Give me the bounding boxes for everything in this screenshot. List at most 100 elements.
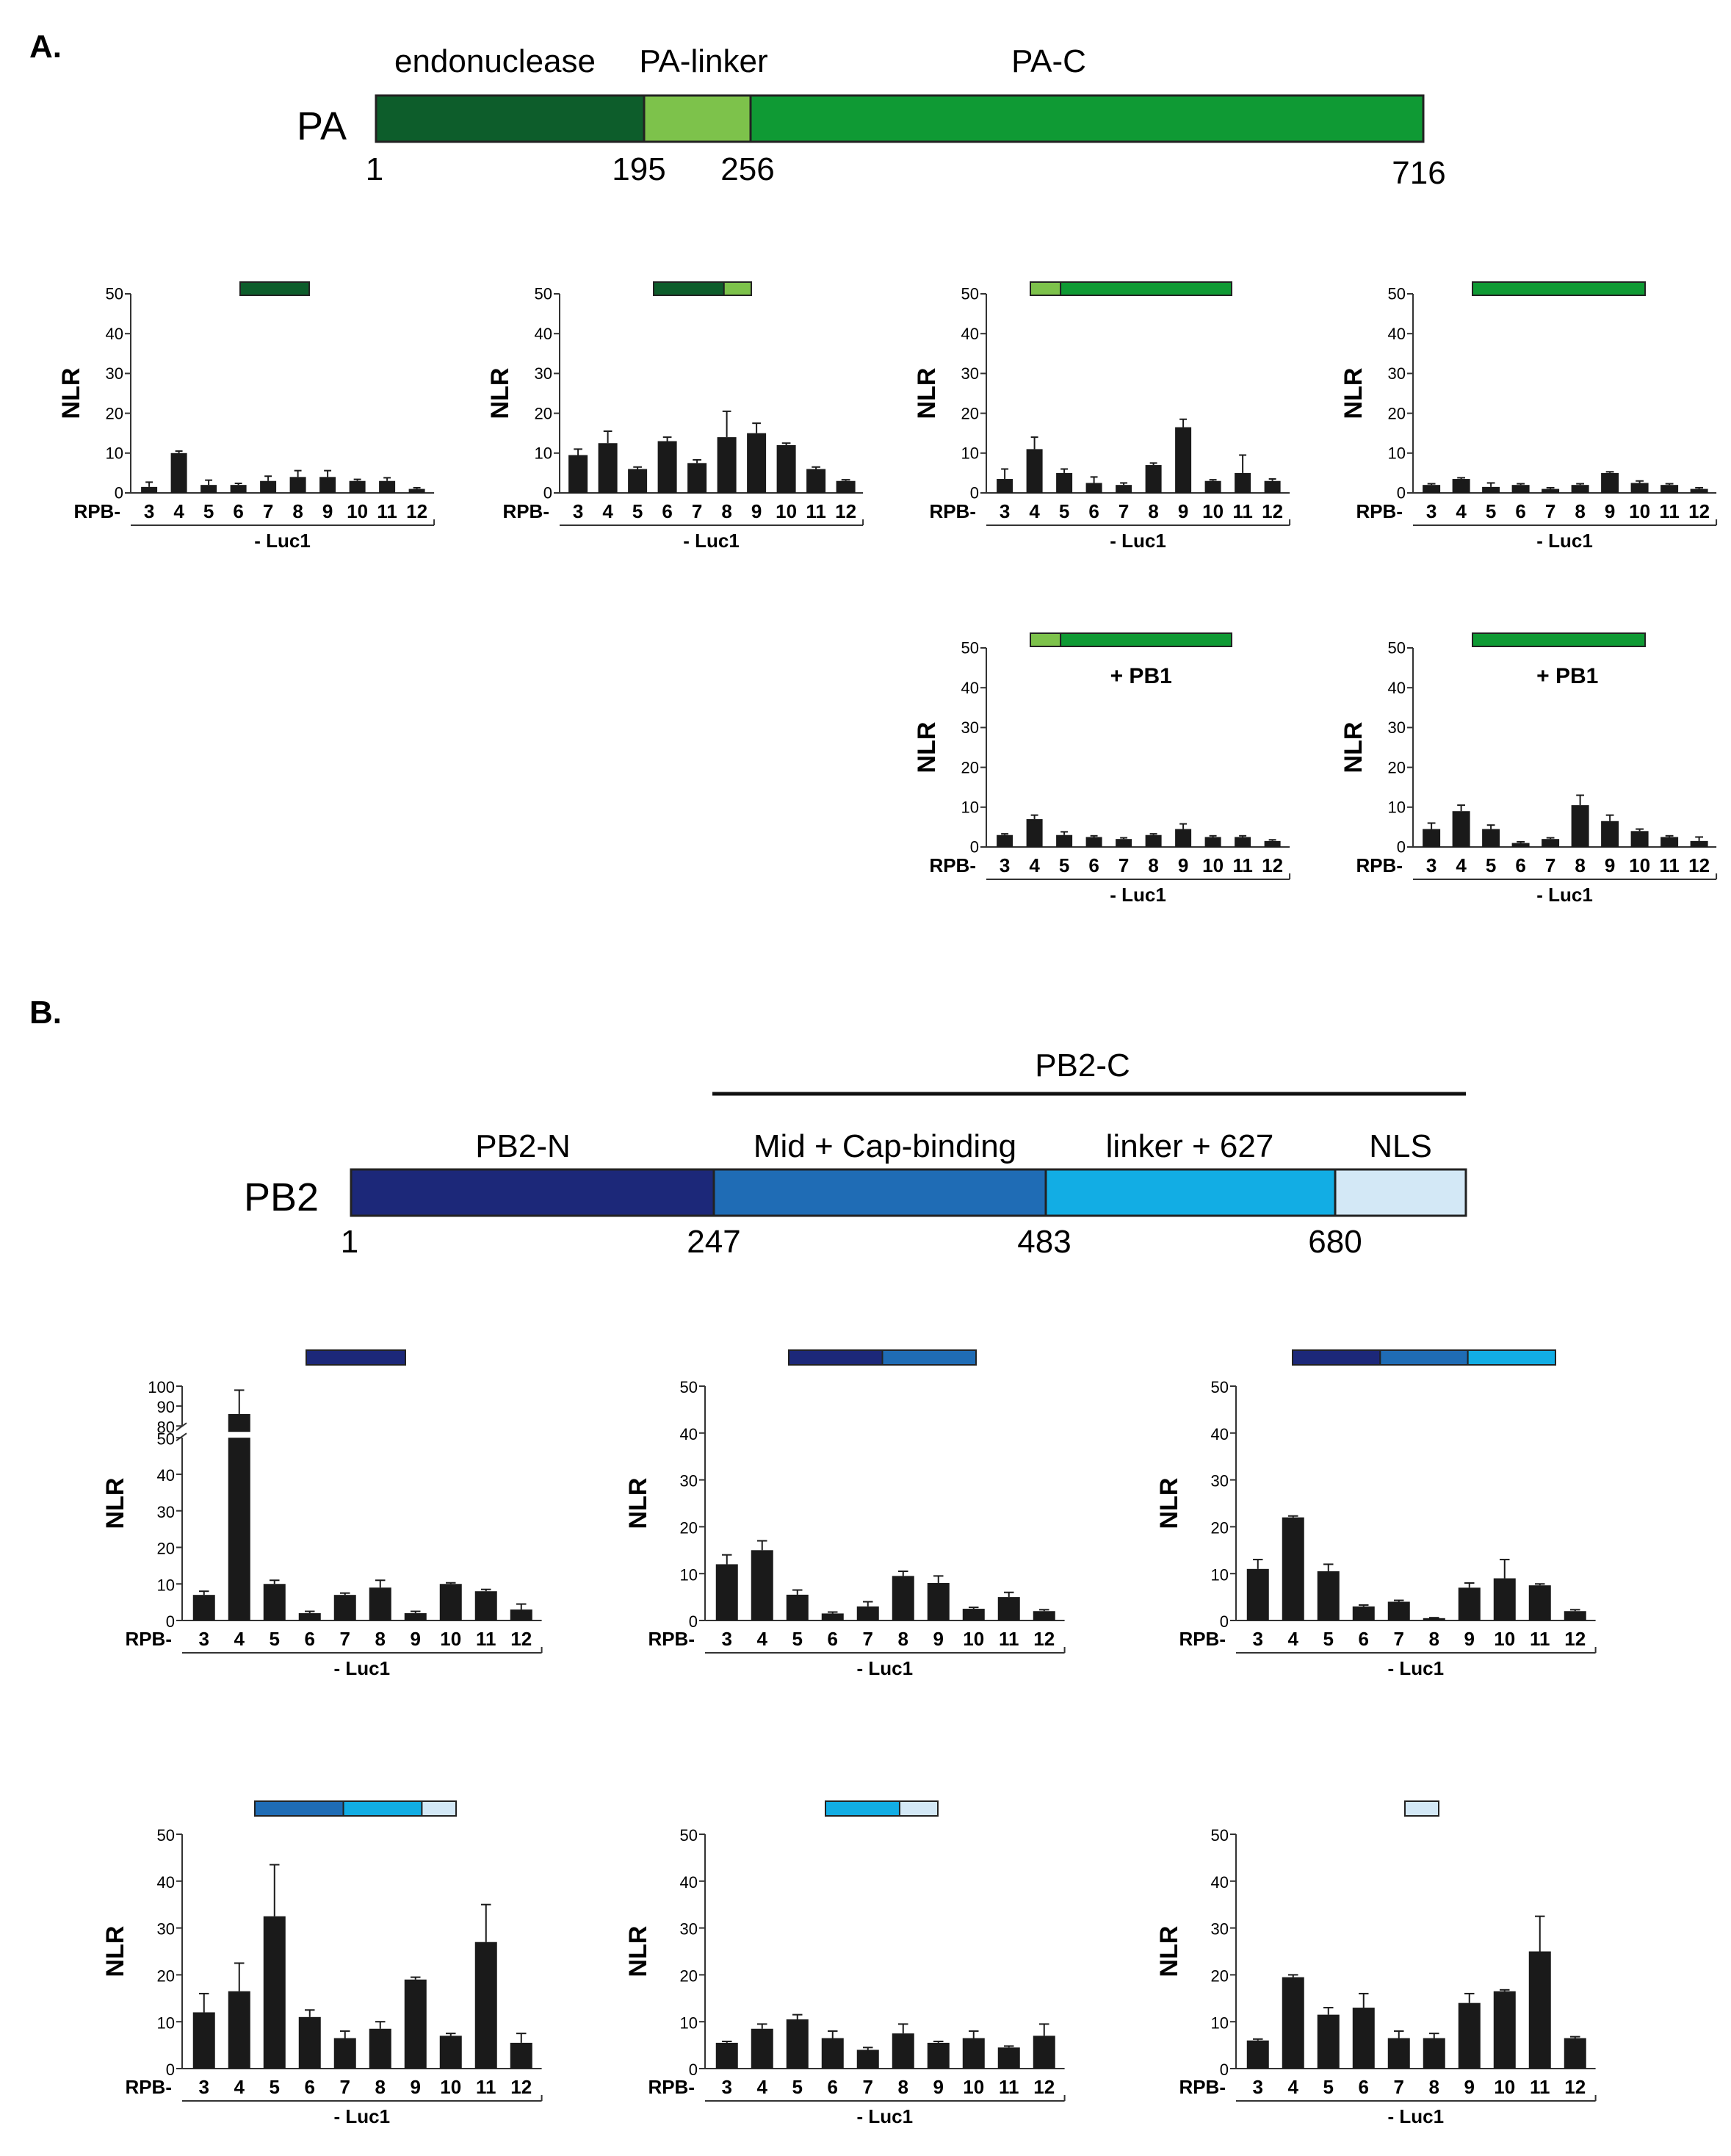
y-tick-label: 90 bbox=[157, 1398, 175, 1416]
bar bbox=[657, 441, 677, 493]
x-category-label: 3 bbox=[1000, 854, 1010, 876]
x-category-label: 4 bbox=[173, 500, 184, 522]
construct-segment bbox=[881, 1349, 977, 1366]
x-category-label: 10 bbox=[776, 500, 797, 522]
bar bbox=[1387, 1601, 1410, 1620]
bar bbox=[1352, 2008, 1375, 2069]
bar bbox=[1352, 1606, 1375, 1620]
bar bbox=[439, 1584, 462, 1620]
y-axis-label: NLR bbox=[486, 368, 514, 419]
construct-segment bbox=[723, 281, 753, 296]
x-category-label: 12 bbox=[1564, 1628, 1586, 1650]
chart-a6: 0 10 20 30 40 50 NLR 3 4 5 6 7 8 9 10 11 12 RPB- - Luc1 + P… bbox=[1340, 632, 1718, 906]
x-category-label: 5 bbox=[270, 1628, 280, 1650]
y-tick-label: 10 bbox=[680, 1565, 698, 1584]
bar bbox=[1690, 840, 1708, 847]
y-tick-label: 40 bbox=[1388, 325, 1406, 343]
construct-segment bbox=[1467, 1349, 1556, 1366]
y-tick-label: 50 bbox=[1211, 1826, 1229, 1845]
y-tick-label: 0 bbox=[1397, 484, 1406, 502]
bar bbox=[298, 1613, 321, 1620]
x-category-label: 5 bbox=[1323, 1628, 1334, 1650]
bar bbox=[751, 1550, 773, 1620]
x-category-label: 11 bbox=[377, 500, 397, 522]
x-category-label: 7 bbox=[263, 500, 273, 522]
x-group-label: - Luc1 bbox=[1536, 884, 1593, 906]
x-category-label: 11 bbox=[1232, 854, 1253, 876]
bar bbox=[1235, 472, 1251, 493]
x-category-label: 9 bbox=[411, 1628, 421, 1650]
bar bbox=[927, 1582, 950, 1620]
bar bbox=[1175, 427, 1192, 493]
bar bbox=[856, 1606, 879, 1620]
bar bbox=[1204, 837, 1221, 847]
x-group-label: - Luc1 bbox=[1110, 884, 1166, 906]
y-tick-label: 20 bbox=[680, 1967, 698, 1986]
x-category-label: 11 bbox=[999, 1628, 1019, 1650]
x-prefix-label: RPB- bbox=[502, 500, 549, 522]
bar bbox=[1145, 834, 1162, 847]
x-category-label: 12 bbox=[1033, 2076, 1055, 2098]
bar bbox=[141, 486, 158, 493]
bar bbox=[404, 1613, 427, 1620]
x-category-label: 5 bbox=[632, 500, 643, 522]
y-tick-label: 30 bbox=[157, 1920, 175, 1939]
bar bbox=[927, 2042, 950, 2069]
y-tick-label: 40 bbox=[157, 1466, 175, 1485]
x-category-label: 6 bbox=[233, 500, 243, 522]
x-category-label: 8 bbox=[375, 1628, 386, 1650]
x-category-label: 3 bbox=[722, 1628, 732, 1650]
domain-label-linker-627: linker + 627 bbox=[1106, 1128, 1274, 1164]
bar bbox=[751, 2028, 773, 2069]
chart-b3: 0 10 20 30 40 50 NLR 3 4 5 6 7 8 9 10 11 12 RPB- - Luc1 bbox=[1155, 1349, 1597, 1679]
y-tick-label: 0 bbox=[689, 1612, 698, 1631]
bar bbox=[228, 1438, 250, 1620]
x-category-label: 8 bbox=[375, 2076, 386, 2098]
x-category-label: 12 bbox=[1262, 500, 1283, 522]
bar bbox=[1423, 485, 1441, 493]
bar bbox=[1458, 1587, 1481, 1620]
y-tick-label: 30 bbox=[1211, 1472, 1229, 1490]
bar bbox=[1660, 837, 1679, 847]
y-tick-label: 20 bbox=[1211, 1519, 1229, 1537]
bar bbox=[715, 1564, 738, 1620]
pb2-position-680: 680 bbox=[1308, 1224, 1362, 1260]
domain-label-pb2-n: PB2-N bbox=[475, 1128, 571, 1164]
bar bbox=[408, 488, 425, 493]
y-tick-label: 50 bbox=[535, 285, 552, 303]
bar bbox=[263, 1916, 286, 2069]
construct-segment bbox=[898, 1800, 939, 1817]
bar bbox=[369, 2028, 391, 2069]
bar bbox=[1458, 2002, 1481, 2069]
x-category-label: 9 bbox=[411, 2076, 421, 2098]
x-category-label: 12 bbox=[1262, 854, 1283, 876]
y-axis-label: NLR bbox=[913, 368, 941, 419]
construct-segment bbox=[342, 1800, 423, 1817]
x-prefix-label: RPB- bbox=[1356, 854, 1403, 876]
x-category-label: 10 bbox=[347, 500, 368, 522]
x-category-label: 9 bbox=[933, 1628, 944, 1650]
x-category-label: 11 bbox=[1530, 1628, 1550, 1650]
x-category-label: 7 bbox=[1119, 500, 1129, 522]
x-category-label: 7 bbox=[863, 2076, 873, 2098]
y-tick-label: 20 bbox=[1388, 404, 1406, 422]
x-category-label: 6 bbox=[1515, 500, 1525, 522]
x-category-label: 3 bbox=[573, 500, 583, 522]
bar bbox=[1145, 465, 1162, 493]
bar bbox=[1542, 839, 1560, 847]
y-tick-label: 30 bbox=[961, 718, 979, 737]
protein-label-pa: PA bbox=[297, 104, 347, 148]
y-tick-label: 10 bbox=[157, 2013, 175, 2032]
pb1-annotation: + PB1 bbox=[1536, 664, 1598, 688]
bar bbox=[369, 1587, 391, 1620]
panel-a-label: A. bbox=[29, 29, 62, 65]
y-tick-label: 0 bbox=[1397, 838, 1406, 857]
y-tick-label: 10 bbox=[157, 1576, 175, 1594]
x-category-label: 7 bbox=[1394, 1628, 1404, 1650]
bar bbox=[192, 2012, 215, 2069]
y-tick-label: 0 bbox=[166, 1612, 175, 1631]
y-tick-label: 50 bbox=[1388, 285, 1406, 303]
construct-segment bbox=[788, 1349, 883, 1366]
x-category-label: 11 bbox=[1530, 2076, 1550, 2098]
x-category-label: 4 bbox=[1288, 1628, 1299, 1650]
